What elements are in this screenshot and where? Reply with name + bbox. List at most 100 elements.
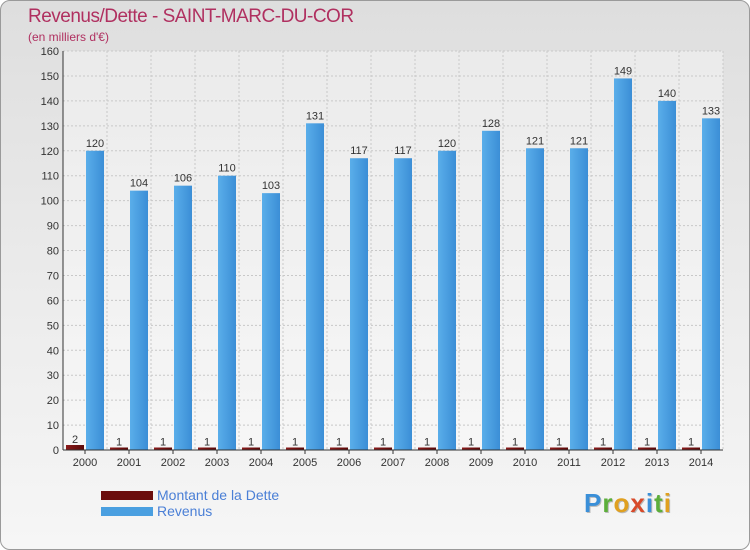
bar-revenus [262,193,280,451]
data-label-revenus: 117 [350,145,368,157]
bar-dette [550,447,568,450]
legend-label-revenus: Revenus [157,503,213,519]
bar-dette [682,447,700,450]
x-tick-label: 2014 [689,457,713,469]
bar-dette [154,447,172,450]
x-tick-label: 2000 [73,457,97,469]
x-tick-label: 2013 [645,457,669,469]
bar-dette [374,447,392,450]
data-label-revenus: 106 [174,173,192,185]
x-tick-label: 2006 [337,457,361,469]
data-label-revenus: 117 [394,145,412,157]
y-tick-label: 50 [47,320,59,332]
data-label-revenus: 140 [658,88,676,100]
bar-dette [506,447,524,450]
x-tick-label: 2009 [469,457,493,469]
bar-dette [198,447,216,450]
y-tick-label: 0 [53,445,59,457]
bar-dette [242,447,260,450]
bar-dette [594,447,612,450]
bar-revenus [482,130,500,451]
x-tick-label: 2002 [161,457,185,469]
y-tick-label: 60 [47,295,59,307]
data-label-dette: 1 [248,437,254,449]
bar-dette [462,447,480,450]
data-label-revenus: 121 [570,135,588,147]
bar-dette [330,447,348,450]
x-tick-label: 2005 [293,457,317,469]
bar-revenus [438,150,456,450]
x-tick-label: 2010 [513,457,537,469]
x-tick-label: 2003 [205,457,229,469]
bar-revenus [130,190,148,450]
data-label-revenus: 149 [614,65,632,77]
bar-revenus [394,158,412,450]
bar-revenus [614,78,632,451]
data-label-dette: 1 [116,437,122,449]
data-label-revenus: 133 [702,105,720,117]
y-tick-label: 30 [47,370,59,382]
legend-item-revenus: Revenus [101,503,279,519]
data-label-dette: 1 [600,437,606,449]
y-tick-label: 10 [47,420,59,432]
bar-dette [638,447,656,450]
data-label-dette: 1 [160,437,166,449]
data-label-dette: 1 [336,437,342,449]
y-tick-label: 40 [47,345,59,357]
y-tick-label: 160 [41,46,59,58]
bar-dette [110,447,128,450]
x-tick-label: 2001 [117,457,141,469]
y-tick-label: 90 [47,221,59,233]
x-tick-label: 2004 [249,457,273,469]
data-label-dette: 1 [380,437,386,449]
bar-revenus [86,150,104,450]
bar-revenus [570,148,588,450]
data-label-revenus: 103 [262,180,280,192]
x-tick-label: 2008 [425,457,449,469]
y-tick-label: 110 [41,171,59,183]
data-label-dette: 1 [424,437,430,449]
x-tick-label: 2012 [601,457,625,469]
bar-revenus [218,175,236,450]
y-tick-label: 150 [41,71,59,83]
legend-item-dette: Montant de la Dette [101,487,279,503]
chart-subtitle: (en milliers d'€) [28,30,109,44]
bar-revenus [174,185,192,450]
data-label-revenus: 120 [86,138,104,150]
data-label-dette: 1 [468,437,474,449]
data-label-revenus: 131 [306,110,324,122]
y-tick-label: 100 [41,196,59,208]
bar-revenus [306,123,324,450]
data-label-revenus: 121 [526,135,544,147]
y-tick-label: 20 [47,395,59,407]
chart-title: Revenus/Dette - SAINT-MARC-DU-COR [28,6,354,27]
data-label-dette: 1 [556,437,562,449]
bar-revenus [658,100,676,450]
data-label-dette: 1 [292,437,298,449]
y-tick-label: 140 [41,96,59,108]
legend-swatch-revenus [101,506,153,516]
bar-revenus [350,158,368,450]
y-tick-label: 70 [47,270,59,282]
data-label-dette: 1 [512,437,518,449]
data-label-revenus: 104 [130,178,148,190]
data-label-revenus: 120 [438,138,456,150]
x-tick-label: 2007 [381,457,405,469]
y-tick-label: 130 [41,121,59,133]
data-label-dette: 1 [204,437,210,449]
bar-dette [66,445,84,450]
legend-label-dette: Montant de la Dette [157,487,280,503]
data-label-dette: 2 [72,434,78,446]
y-tick-label: 120 [41,146,59,158]
y-tick-label: 80 [47,246,59,258]
chart-legend: Montant de la Dette Revenus [101,487,279,519]
legend-swatch-dette [101,490,153,500]
data-label-revenus: 110 [218,163,236,175]
data-label-dette: 1 [644,437,650,449]
proxiti-logo: Proxiti [584,488,672,518]
bar-revenus [526,148,544,450]
bar-dette [418,447,436,450]
x-tick-label: 2011 [557,457,581,469]
